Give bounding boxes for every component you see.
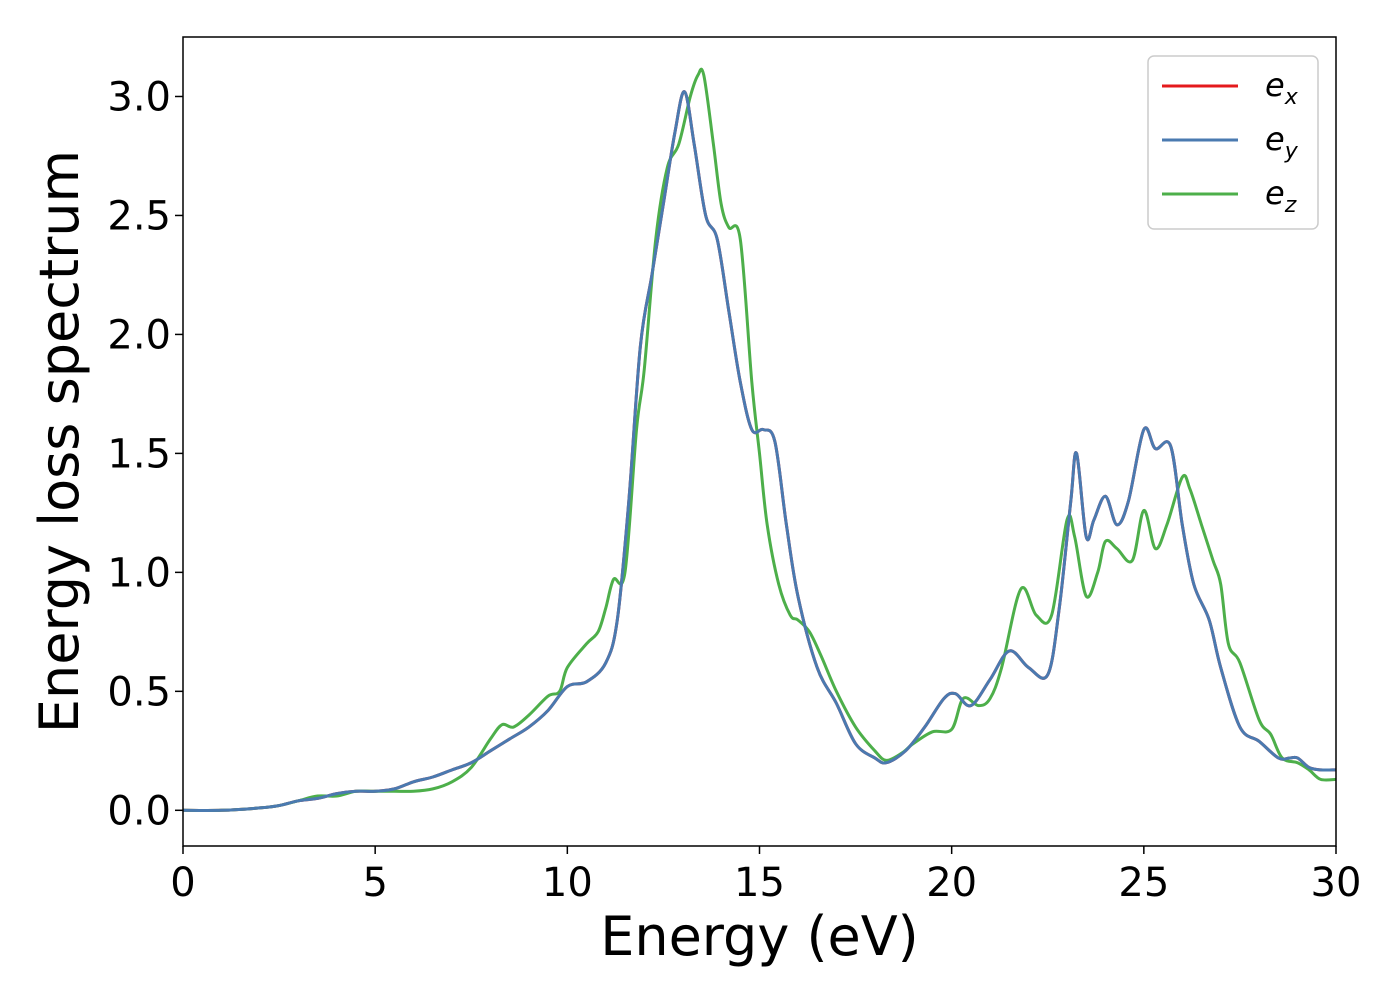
- legend-label-z: ez: [1265, 174, 1297, 218]
- x-tick-label: 10: [542, 860, 593, 906]
- x-axis-ticks: 0 5 10 15 20 25 30: [170, 846, 1361, 906]
- series-line-z: [183, 67, 1336, 812]
- y-tick-label: 0.5: [107, 669, 171, 715]
- legend-label-x: ex: [1265, 66, 1299, 110]
- y-tick-label: 1.0: [107, 550, 171, 596]
- x-tick-label: 25: [1118, 860, 1169, 906]
- x-tick-label: 0: [170, 860, 195, 906]
- legend: ex ey ez: [1147, 55, 1319, 230]
- y-axis-label: Energy loss spectrum: [28, 150, 91, 733]
- legend-box: [1147, 55, 1319, 230]
- y-tick-label: 2.5: [107, 193, 171, 239]
- x-tick-label: 30: [1311, 860, 1362, 906]
- y-tick-label: 0.0: [107, 788, 171, 834]
- series-lines: [183, 67, 1336, 812]
- y-tick-label: 2.0: [107, 312, 171, 358]
- y-axis-ticks: 0.0 0.5 1.0 1.5 2.0 2.5 3.0: [107, 74, 183, 834]
- legend-label-y: ey: [1265, 120, 1299, 164]
- x-tick-label: 20: [926, 860, 977, 906]
- series-line-y: [183, 90, 1336, 812]
- y-tick-label: 1.5: [107, 431, 171, 477]
- x-axis-label: Energy (eV): [600, 905, 919, 968]
- x-tick-label: 5: [362, 860, 387, 906]
- y-tick-label: 3.0: [107, 74, 171, 120]
- x-tick-label: 15: [734, 860, 785, 906]
